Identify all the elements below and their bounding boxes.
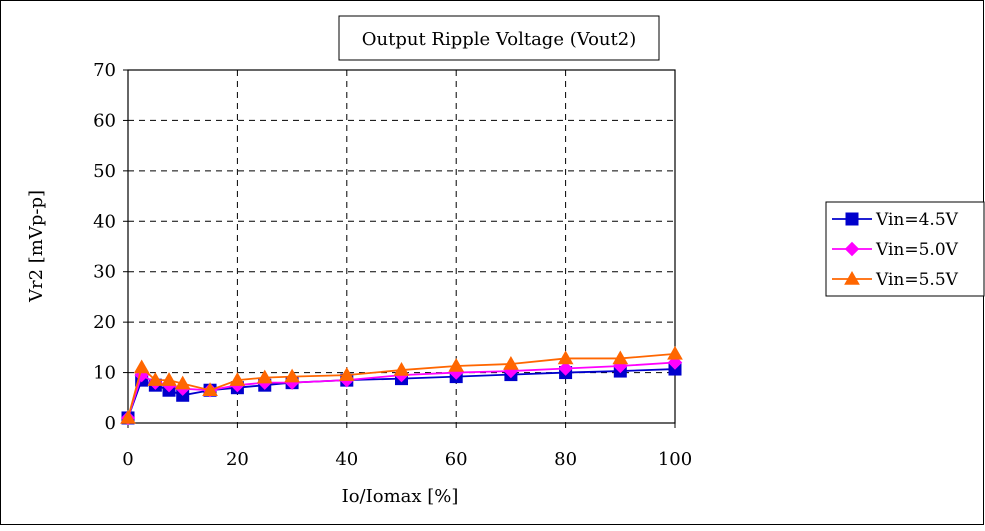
- x-tick-label: 40: [335, 449, 358, 470]
- data-point: [120, 409, 136, 424]
- series-line: [127, 361, 676, 419]
- grid-lines: [128, 70, 675, 423]
- data-point: [174, 375, 191, 390]
- y-tick-label: 50: [93, 161, 116, 182]
- series-group: [120, 345, 683, 426]
- data-point: [256, 369, 273, 384]
- data-point: [667, 345, 683, 360]
- y-tick-label: 60: [93, 110, 116, 131]
- data-point: [147, 372, 164, 386]
- title-box: [338, 15, 660, 61]
- data-point: [202, 382, 218, 396]
- y-axis-label: Vr2 [mVp-p]: [26, 190, 47, 303]
- legend-label: Vin=5.5V: [875, 270, 959, 290]
- legend-label: Vin=5.0V: [875, 240, 959, 260]
- data-point: [503, 355, 519, 370]
- data-point: [229, 372, 246, 386]
- data-point: [161, 372, 177, 386]
- legend-marker: [844, 270, 860, 285]
- legend-label: Vin=4.5V: [875, 210, 959, 230]
- x-tick-label: 80: [554, 449, 577, 470]
- data-point: [284, 368, 300, 383]
- series-line: [127, 368, 676, 419]
- x-tick-label: 60: [445, 449, 468, 470]
- x-tick-label: 100: [658, 449, 692, 470]
- series-triangle: [120, 345, 683, 424]
- legend-marker: [845, 212, 859, 226]
- data-point: [558, 361, 573, 376]
- data-point: [338, 367, 355, 381]
- legend: Vin=4.5V Vin=5.0V Vin=5.5V: [832, 210, 959, 290]
- data-point: [133, 359, 150, 374]
- y-tick-label: 0: [105, 413, 116, 434]
- data-point: [393, 362, 410, 376]
- y-tick-label: 10: [93, 363, 116, 384]
- legend-marker: [844, 241, 860, 257]
- chart-title: Output Ripple Voltage (Vout2): [362, 29, 636, 50]
- y-tick-label: 20: [93, 312, 116, 333]
- series-line: [127, 353, 676, 419]
- y-tick-label: 30: [93, 262, 116, 283]
- x-tick-label: 0: [122, 449, 133, 470]
- x-axis-label: Io/Iomax [%]: [342, 486, 459, 507]
- y-tick-label: 70: [93, 60, 116, 81]
- data-point: [557, 350, 574, 365]
- x-tick-label: 20: [226, 449, 249, 470]
- data-point: [612, 350, 629, 365]
- y-tick-label: 40: [93, 211, 116, 232]
- data-point: [448, 358, 465, 372]
- axis-ticks: 0 10 20 30 40 50 60 70 0 20 40 60 80 100: [93, 60, 692, 470]
